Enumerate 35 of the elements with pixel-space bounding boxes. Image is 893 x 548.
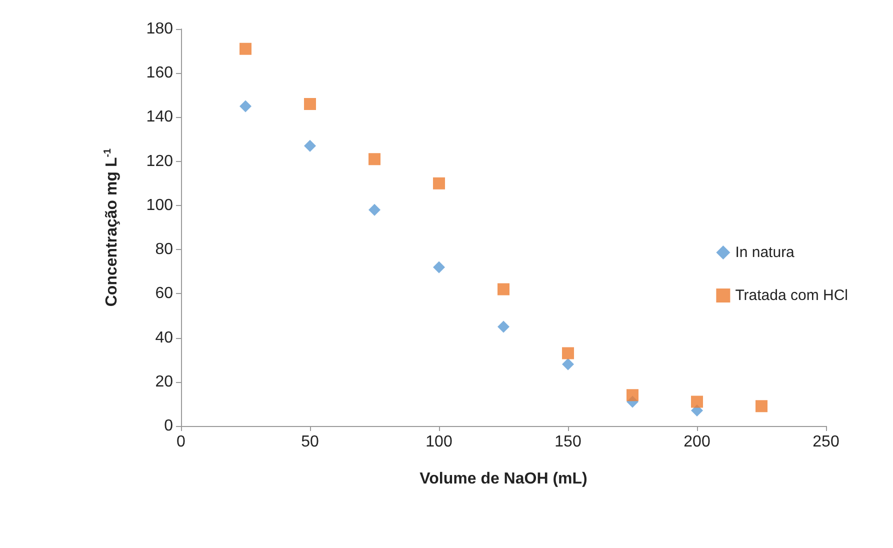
x-tick-label: 150 xyxy=(554,434,582,450)
y-axis-title: Concentração mg L-1 xyxy=(102,148,120,307)
point xyxy=(498,283,510,296)
x-tick-label: 200 xyxy=(684,434,710,450)
y-tick-label: 140 xyxy=(146,108,174,126)
y-tick-label: 160 xyxy=(146,64,174,82)
x-tick-label: 0 xyxy=(176,434,186,450)
x-axis-title: Volume de NaOH (mL) xyxy=(420,470,588,488)
point xyxy=(304,98,316,110)
y-tick-label: 180 xyxy=(146,20,174,38)
y-tick-label: 80 xyxy=(155,241,174,258)
point xyxy=(562,347,574,360)
y-tick-label: 0 xyxy=(164,418,174,434)
point xyxy=(562,358,574,370)
x-tick-label: 50 xyxy=(301,434,319,450)
x-tick-label: 100 xyxy=(426,434,452,450)
point xyxy=(240,100,252,112)
y-tick-label: 20 xyxy=(155,373,174,390)
point xyxy=(433,177,445,190)
x-tick-label: 250 xyxy=(812,434,840,450)
y-tick-label: 120 xyxy=(146,152,174,170)
point xyxy=(368,153,380,166)
point xyxy=(691,396,703,408)
point xyxy=(498,320,510,333)
legend-label: In natura xyxy=(735,244,796,261)
legend-label: Tratada com HCl xyxy=(735,287,848,304)
y-tick-label: 60 xyxy=(155,285,174,302)
point xyxy=(368,204,380,216)
point xyxy=(240,42,252,55)
y-tick-label: 100 xyxy=(146,196,174,214)
point xyxy=(433,261,445,274)
point xyxy=(304,140,316,152)
point xyxy=(626,389,638,402)
y-tick-label: 40 xyxy=(155,329,174,346)
point xyxy=(756,400,768,412)
